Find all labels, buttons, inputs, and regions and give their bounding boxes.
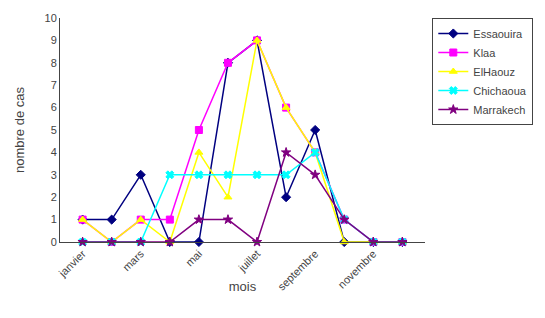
- svg-text:juillet: juillet: [235, 248, 262, 275]
- svg-text:0: 0: [51, 236, 57, 248]
- svg-text:9: 9: [51, 34, 57, 46]
- svg-text:mois: mois: [229, 279, 257, 294]
- svg-text:ElHaouz: ElHaouz: [473, 66, 515, 78]
- svg-text:Chichaoua: Chichaoua: [473, 85, 526, 97]
- svg-text:novembre: novembre: [336, 248, 379, 291]
- svg-text:janvier: janvier: [56, 247, 88, 279]
- svg-text:10: 10: [45, 12, 57, 24]
- svg-text:mars: mars: [120, 247, 146, 273]
- svg-text:4: 4: [51, 146, 57, 158]
- svg-text:Marrakech: Marrakech: [473, 104, 525, 116]
- svg-text:3: 3: [51, 169, 57, 181]
- svg-text:nombre de cas: nombre de cas: [12, 87, 27, 173]
- svg-text:septembre: septembre: [275, 248, 320, 293]
- svg-text:Essaouira: Essaouira: [473, 28, 523, 40]
- svg-text:6: 6: [51, 101, 57, 113]
- svg-text:1: 1: [51, 213, 57, 225]
- svg-text:5: 5: [51, 124, 57, 136]
- svg-text:Klaa: Klaa: [473, 47, 496, 59]
- svg-text:2: 2: [51, 191, 57, 203]
- svg-text:8: 8: [51, 57, 57, 69]
- svg-text:7: 7: [51, 79, 57, 91]
- svg-text:mai: mai: [183, 248, 204, 269]
